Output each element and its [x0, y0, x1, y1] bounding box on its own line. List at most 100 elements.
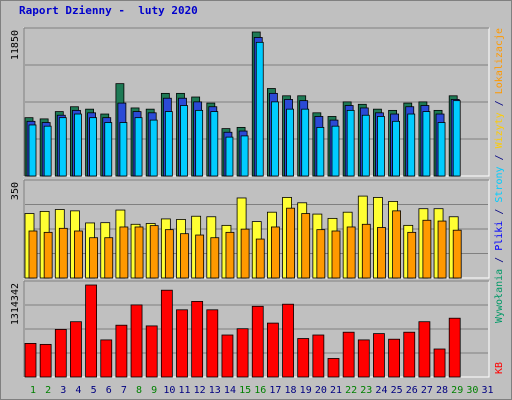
bar-kbytes-kb-day-14	[221, 334, 234, 378]
bar-visits-sites-lokalizacje-day-20	[316, 229, 326, 279]
bar-hits-files-pages-strony-day-6	[104, 122, 113, 177]
legend-label-part-6: Wizyty	[494, 112, 505, 148]
y-axis-max-label: 350	[10, 182, 21, 200]
x-tick-label-day-10: 10	[163, 385, 175, 396]
bar-kbytes-kb-day-6	[100, 339, 113, 378]
bar-kbytes-kb-day-28	[433, 348, 446, 378]
legend-label-part-8: Lokalizacje	[494, 28, 505, 94]
x-tick-label-day-28: 28	[436, 385, 448, 396]
bar-hits-files-pages-strony-day-21	[331, 125, 340, 177]
bar-hits-files-pages-strony-day-19	[301, 108, 310, 177]
bar-kbytes-kb-day-29	[448, 317, 461, 378]
bar-kbytes-kb-day-27	[418, 321, 431, 378]
x-tick-label-day-2: 2	[45, 385, 51, 396]
bar-kbytes-kb-day-20	[312, 334, 325, 378]
x-tick-label-day-7: 7	[121, 385, 127, 396]
bar-visits-sites-lokalizacje-day-6	[104, 237, 114, 279]
bar-visits-sites-lokalizacje-day-15	[240, 228, 250, 279]
bar-kbytes-kb-day-4	[70, 321, 82, 378]
x-tick-label-day-5: 5	[91, 385, 97, 396]
x-tick-label-day-17: 17	[269, 385, 281, 396]
bar-hits-files-pages-strony-day-22	[346, 109, 355, 177]
bar-visits-sites-lokalizacje-day-23	[361, 223, 371, 279]
bar-visits-sites-lokalizacje-day-26	[407, 231, 417, 279]
x-tick-label-day-14: 14	[224, 385, 236, 396]
bar-kbytes-kb-day-2	[39, 343, 52, 378]
bar-hits-files-pages-strony-day-2	[43, 125, 52, 177]
bar-hits-files-pages-strony-day-14	[225, 136, 234, 177]
bar-kbytes-kb-day-1	[24, 343, 37, 378]
bar-visits-sites-lokalizacje-day-3	[58, 227, 68, 279]
legend-label-part-0: Wywołania	[494, 269, 505, 323]
bar-visits-sites-lokalizacje-day-4	[74, 230, 83, 279]
bar-kbytes-kb-day-22	[342, 331, 355, 378]
x-tick-label-day-24: 24	[375, 385, 387, 396]
bar-hits-files-pages-strony-day-29	[452, 100, 461, 177]
bar-kbytes-kb-day-17	[266, 322, 279, 378]
bar-visits-sites-lokalizacje-day-8	[134, 226, 144, 279]
bar-kbytes-kb-day-18	[282, 303, 294, 378]
x-tick-label-day-22: 22	[345, 385, 357, 396]
x-tick-label-day-3: 3	[60, 385, 66, 396]
bar-hits-files-pages-strony-day-4	[74, 113, 82, 177]
x-tick-label-day-26: 26	[406, 385, 418, 396]
bar-visits-sites-lokalizacje-day-19	[301, 213, 311, 279]
bar-kbytes-kb-day-19	[297, 338, 310, 378]
legend-kb-label: KB	[494, 362, 505, 374]
x-tick-label-day-4: 4	[75, 385, 81, 396]
bar-kbytes-kb-day-11	[176, 309, 188, 378]
legend-side-labels: Wywołania / Pliki / Strony / Wizyty / Lo…	[494, 28, 505, 323]
legend-label-part-3: /	[494, 203, 505, 221]
bar-visits-sites-lokalizacje-day-14	[225, 231, 235, 279]
bar-kbytes-kb-day-13	[206, 309, 219, 378]
x-tick-label-day-23: 23	[360, 385, 372, 396]
bar-hits-files-pages-strony-day-28	[437, 122, 446, 177]
bar-visits-sites-lokalizacje-day-5	[89, 237, 98, 279]
bar-visits-sites-lokalizacje-day-16	[255, 238, 265, 279]
bar-hits-files-pages-strony-day-7	[119, 122, 128, 177]
bar-hits-files-pages-strony-day-24	[377, 116, 385, 177]
x-tick-label-day-20: 20	[315, 385, 327, 396]
bar-kbytes-kb-day-12	[191, 301, 204, 378]
bar-visits-sites-lokalizacje-day-11	[180, 233, 189, 279]
legend-label-part-5: /	[494, 148, 505, 166]
bar-hits-files-pages-strony-day-13	[210, 111, 219, 177]
bar-kbytes-kb-day-9	[145, 325, 158, 378]
bar-hits-files-pages-strony-day-16	[255, 41, 264, 177]
bar-kbytes-kb-day-23	[357, 339, 370, 378]
bar-visits-sites-lokalizacje-day-21	[331, 230, 341, 279]
bar-visits-sites-lokalizacje-day-25	[392, 210, 402, 279]
bar-hits-files-pages-strony-day-9	[149, 119, 158, 177]
bar-hits-files-pages-strony-day-12	[195, 109, 204, 177]
bar-hits-files-pages-strony-day-27	[422, 111, 431, 177]
bar-kbytes-kb-day-10	[160, 289, 173, 378]
bar-hits-files-pages-strony-day-1	[28, 124, 37, 177]
bar-hits-files-pages-strony-day-8	[134, 117, 143, 177]
bar-hits-files-pages-strony-day-17	[270, 101, 279, 177]
bar-visits-sites-lokalizacje-day-1	[28, 230, 38, 279]
bar-hits-files-pages-strony-day-26	[407, 113, 416, 177]
bar-visits-sites-lokalizacje-day-2	[43, 231, 53, 279]
x-tick-label-day-18: 18	[285, 385, 297, 396]
x-tick-label-day-6: 6	[106, 385, 112, 396]
bar-hits-files-pages-strony-day-20	[316, 126, 325, 177]
y-axis-max-label: 11850	[10, 30, 21, 60]
bar-visits-sites-lokalizacje-day-10	[164, 229, 174, 279]
chart-title: Raport Dzienny - luty 2020	[19, 4, 198, 17]
x-tick-label-day-30: 30	[466, 385, 478, 396]
x-tick-label-day-19: 19	[300, 385, 312, 396]
bar-visits-sites-lokalizacje-day-9	[149, 225, 159, 279]
bar-hits-files-pages-strony-day-25	[392, 120, 401, 177]
bar-kbytes-kb-day-8	[130, 304, 143, 378]
bar-kbytes-kb-day-3	[54, 329, 67, 378]
x-tick-label-day-12: 12	[194, 385, 206, 396]
bar-visits-sites-lokalizacje-day-28	[437, 220, 447, 279]
x-tick-label-day-31: 31	[481, 385, 493, 396]
x-tick-label-day-25: 25	[391, 385, 403, 396]
bar-hits-files-pages-strony-day-15	[240, 135, 249, 177]
bar-visits-sites-lokalizacje-day-7	[119, 226, 129, 279]
legend-label-part-1: /	[494, 251, 505, 269]
bar-hits-files-pages-strony-day-18	[286, 108, 294, 177]
legend-label-part-0: KB	[494, 362, 505, 374]
